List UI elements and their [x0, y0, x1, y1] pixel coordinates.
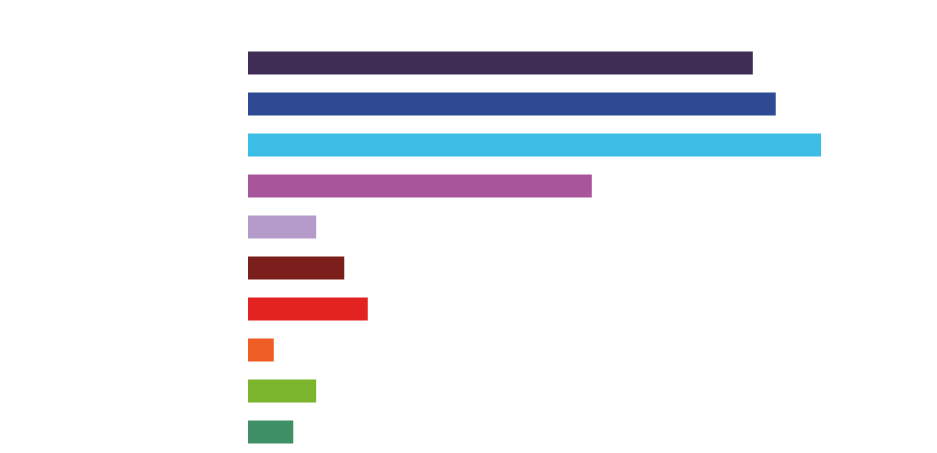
bar [248, 174, 592, 198]
bar [248, 420, 294, 444]
bar [248, 51, 753, 75]
bar [248, 338, 274, 362]
bar [248, 215, 317, 239]
bar [248, 297, 368, 321]
bar [248, 92, 776, 116]
bar [248, 379, 317, 403]
bar [248, 133, 821, 157]
bar [248, 256, 345, 280]
